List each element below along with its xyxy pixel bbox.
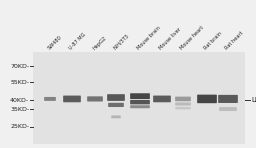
Text: SW480: SW480 [47,34,63,50]
FancyBboxPatch shape [130,105,150,108]
FancyBboxPatch shape [108,103,124,107]
Text: Mouse liver: Mouse liver [158,26,183,50]
FancyBboxPatch shape [130,93,150,99]
FancyBboxPatch shape [130,100,150,104]
Text: 55KD-: 55KD- [10,80,29,85]
Text: Rat brain: Rat brain [204,31,223,50]
Text: 35KD-: 35KD- [10,107,29,112]
FancyBboxPatch shape [197,95,217,103]
Text: 25KD-: 25KD- [10,124,29,129]
Text: LHX6: LHX6 [251,97,256,103]
Text: 40KD-: 40KD- [10,98,29,103]
FancyBboxPatch shape [63,96,81,102]
FancyBboxPatch shape [175,107,191,109]
Text: HepG2: HepG2 [91,35,107,50]
FancyBboxPatch shape [111,115,121,118]
FancyBboxPatch shape [153,96,171,102]
FancyBboxPatch shape [44,97,56,101]
Text: Mouse brain: Mouse brain [136,25,162,50]
Text: 70KD-: 70KD- [10,64,29,69]
Text: Mouse heart: Mouse heart [179,25,205,50]
FancyBboxPatch shape [175,97,191,101]
Text: U-87 MG: U-87 MG [68,32,87,50]
Text: NIH/3T3: NIH/3T3 [112,33,130,50]
FancyBboxPatch shape [218,95,238,103]
FancyBboxPatch shape [219,107,237,111]
FancyBboxPatch shape [107,94,125,101]
FancyBboxPatch shape [87,96,103,102]
FancyBboxPatch shape [175,102,191,106]
Text: Rat heart: Rat heart [225,30,245,50]
